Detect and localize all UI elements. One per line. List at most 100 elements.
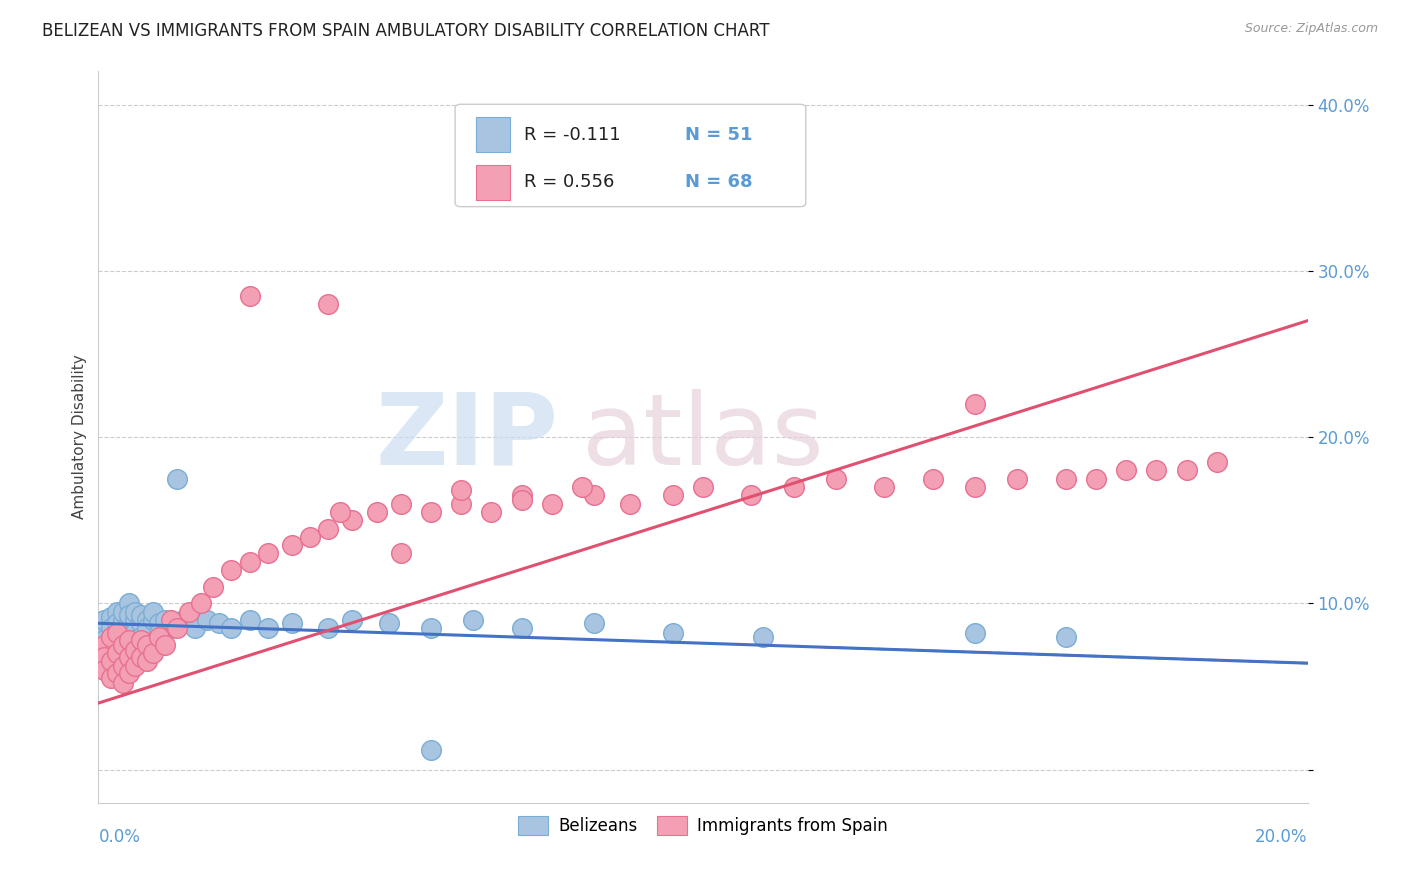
- Point: [118, 632, 141, 647]
- Text: R = -0.111: R = -0.111: [524, 126, 620, 144]
- Point: [124, 605, 146, 619]
- Text: N = 51: N = 51: [685, 126, 752, 144]
- Point: [118, 616, 141, 631]
- Point: [450, 483, 472, 498]
- Point: [135, 613, 157, 627]
- Point: [221, 563, 243, 577]
- Point: [93, 613, 115, 627]
- Point: [93, 632, 115, 647]
- Text: BELIZEAN VS IMMIGRANTS FROM SPAIN AMBULATORY DISABILITY CORRELATION CHART: BELIZEAN VS IMMIGRANTS FROM SPAIN AMBULA…: [42, 22, 769, 40]
- Point: [111, 605, 134, 619]
- Point: [184, 621, 207, 635]
- Point: [129, 632, 152, 647]
- Text: 20.0%: 20.0%: [1256, 829, 1308, 847]
- Point: [661, 488, 683, 502]
- Point: [1144, 463, 1167, 477]
- Point: [510, 621, 533, 635]
- Point: [1206, 455, 1229, 469]
- Point: [571, 480, 593, 494]
- Point: [1175, 463, 1198, 477]
- Point: [202, 580, 225, 594]
- Point: [389, 497, 412, 511]
- FancyBboxPatch shape: [475, 117, 509, 153]
- Text: atlas: atlas: [582, 389, 824, 485]
- Point: [118, 632, 141, 647]
- Text: Source: ZipAtlas.com: Source: ZipAtlas.com: [1244, 22, 1378, 36]
- Point: [239, 289, 262, 303]
- Point: [93, 649, 115, 664]
- Point: [160, 613, 183, 627]
- Point: [100, 609, 122, 624]
- FancyBboxPatch shape: [475, 164, 509, 200]
- Point: [540, 497, 562, 511]
- Point: [100, 621, 122, 635]
- Point: [129, 649, 152, 664]
- Point: [105, 666, 128, 681]
- Text: N = 68: N = 68: [685, 173, 752, 191]
- Point: [129, 616, 152, 631]
- Point: [752, 630, 775, 644]
- Point: [100, 655, 122, 669]
- Point: [118, 596, 141, 610]
- Point: [420, 621, 443, 635]
- Point: [160, 621, 183, 635]
- Point: [166, 472, 188, 486]
- Point: [166, 621, 188, 635]
- Point: [124, 613, 146, 627]
- Point: [316, 621, 339, 635]
- Point: [366, 505, 388, 519]
- Point: [316, 521, 339, 535]
- Point: [93, 621, 115, 635]
- Point: [463, 613, 485, 627]
- Point: [148, 626, 170, 640]
- Point: [179, 605, 201, 619]
- Point: [1007, 472, 1029, 486]
- Point: [420, 742, 443, 756]
- Point: [783, 480, 806, 494]
- Point: [111, 676, 134, 690]
- Point: [118, 666, 141, 681]
- Y-axis label: Ambulatory Disability: Ambulatory Disability: [72, 355, 87, 519]
- Point: [420, 505, 443, 519]
- Point: [172, 613, 194, 627]
- Point: [179, 616, 201, 631]
- Point: [481, 505, 503, 519]
- Point: [100, 630, 122, 644]
- Point: [111, 613, 134, 627]
- Point: [873, 480, 896, 494]
- Point: [208, 616, 231, 631]
- Point: [239, 613, 262, 627]
- Point: [342, 613, 364, 627]
- Point: [148, 616, 170, 631]
- Point: [105, 646, 128, 660]
- Point: [825, 472, 848, 486]
- Point: [93, 663, 115, 677]
- Point: [111, 659, 134, 673]
- Point: [118, 607, 141, 622]
- Point: [389, 546, 412, 560]
- Point: [105, 616, 128, 631]
- Point: [256, 621, 278, 635]
- Point: [239, 555, 262, 569]
- Point: [329, 505, 352, 519]
- Point: [1054, 472, 1077, 486]
- Point: [124, 643, 146, 657]
- Point: [281, 616, 304, 631]
- Point: [111, 626, 134, 640]
- Point: [1054, 630, 1077, 644]
- Point: [195, 613, 218, 627]
- Point: [111, 638, 134, 652]
- Point: [105, 626, 128, 640]
- Point: [583, 488, 606, 502]
- Point: [661, 626, 683, 640]
- Point: [100, 671, 122, 685]
- Point: [965, 626, 987, 640]
- Point: [342, 513, 364, 527]
- Point: [118, 649, 141, 664]
- Point: [510, 488, 533, 502]
- Point: [100, 632, 122, 646]
- Point: [692, 480, 714, 494]
- Point: [129, 607, 152, 622]
- Point: [105, 638, 128, 652]
- Point: [316, 297, 339, 311]
